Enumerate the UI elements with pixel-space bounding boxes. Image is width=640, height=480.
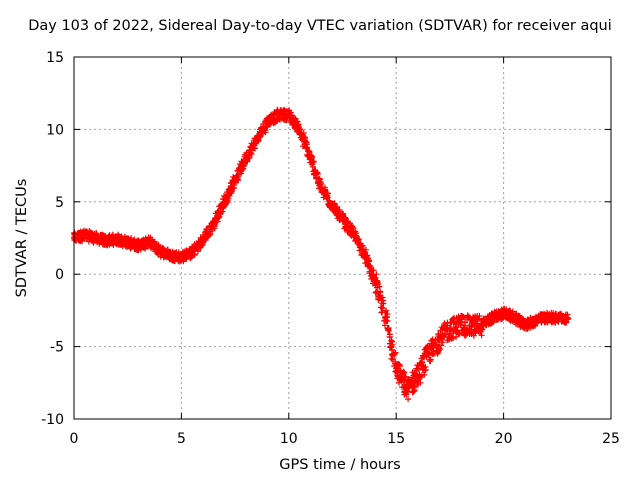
chart-title: Day 103 of 2022, Sidereal Day-to-day VTE…: [28, 18, 612, 34]
x-tick-label: 15: [387, 431, 405, 447]
data-point: [543, 314, 550, 321]
data-point: [253, 136, 260, 143]
series-sdtvar-markers: [70, 106, 571, 403]
data-layer: [70, 106, 572, 403]
data-point: [350, 230, 357, 237]
data-point: [468, 323, 475, 330]
data-point: [146, 239, 153, 246]
data-point: [360, 249, 367, 256]
data-point: [178, 253, 185, 260]
tick-layer: 0 5 10 15 20 25 -10 -5 0 5 10 15: [41, 50, 620, 447]
data-point: [135, 242, 142, 249]
data-point: [92, 235, 99, 241]
data-point: [189, 249, 196, 256]
x-tick-label: 25: [602, 431, 620, 447]
data-point: [307, 155, 314, 162]
data-point: [489, 314, 496, 321]
x-tick-label: 0: [70, 431, 79, 447]
data-point: [285, 111, 292, 118]
data-point: [371, 278, 378, 285]
x-tick-label: 20: [495, 431, 513, 447]
data-point: [210, 220, 217, 227]
data-point: [522, 321, 529, 328]
data-point: [275, 111, 282, 118]
data-point: [113, 236, 120, 243]
x-tick-label: 5: [177, 431, 186, 447]
data-point: [554, 314, 561, 321]
grid-layer: [74, 57, 611, 419]
data-point: [393, 365, 400, 372]
data-point: [532, 317, 539, 324]
data-point: [296, 126, 303, 133]
data-point: [403, 387, 410, 394]
data-point: [457, 321, 464, 328]
y-tick-label: 15: [46, 50, 64, 66]
data-point: [479, 321, 486, 328]
data-point: [264, 119, 271, 126]
data-point: [446, 326, 453, 333]
data-point: [221, 198, 228, 205]
data-point: [511, 314, 518, 321]
data-point: [500, 310, 507, 317]
data-point: [436, 336, 443, 343]
data-point: [199, 237, 206, 244]
data-point: [382, 314, 389, 321]
x-tick-label: 10: [280, 431, 298, 447]
y-tick-label: -5: [50, 340, 64, 356]
data-point: [318, 184, 325, 191]
data-point: [328, 201, 335, 208]
data-point: [414, 372, 421, 379]
plot-frame: [73, 56, 612, 420]
data-point: [339, 216, 346, 223]
y-tick-label: 5: [55, 195, 64, 211]
data-point: [232, 177, 239, 184]
data-point: [167, 252, 174, 259]
data-point: [156, 248, 163, 255]
data-point: [81, 232, 88, 239]
y-tick-label: 10: [46, 122, 64, 138]
x-axis-label: GPS time / hours: [279, 457, 401, 473]
data-point: [425, 350, 432, 357]
y-tick-label: 0: [55, 267, 64, 283]
data-point: [565, 316, 572, 323]
data-point: [103, 237, 110, 244]
y-tick-label: -10: [41, 412, 64, 428]
data-point: [242, 155, 249, 162]
data-point: [124, 239, 131, 246]
